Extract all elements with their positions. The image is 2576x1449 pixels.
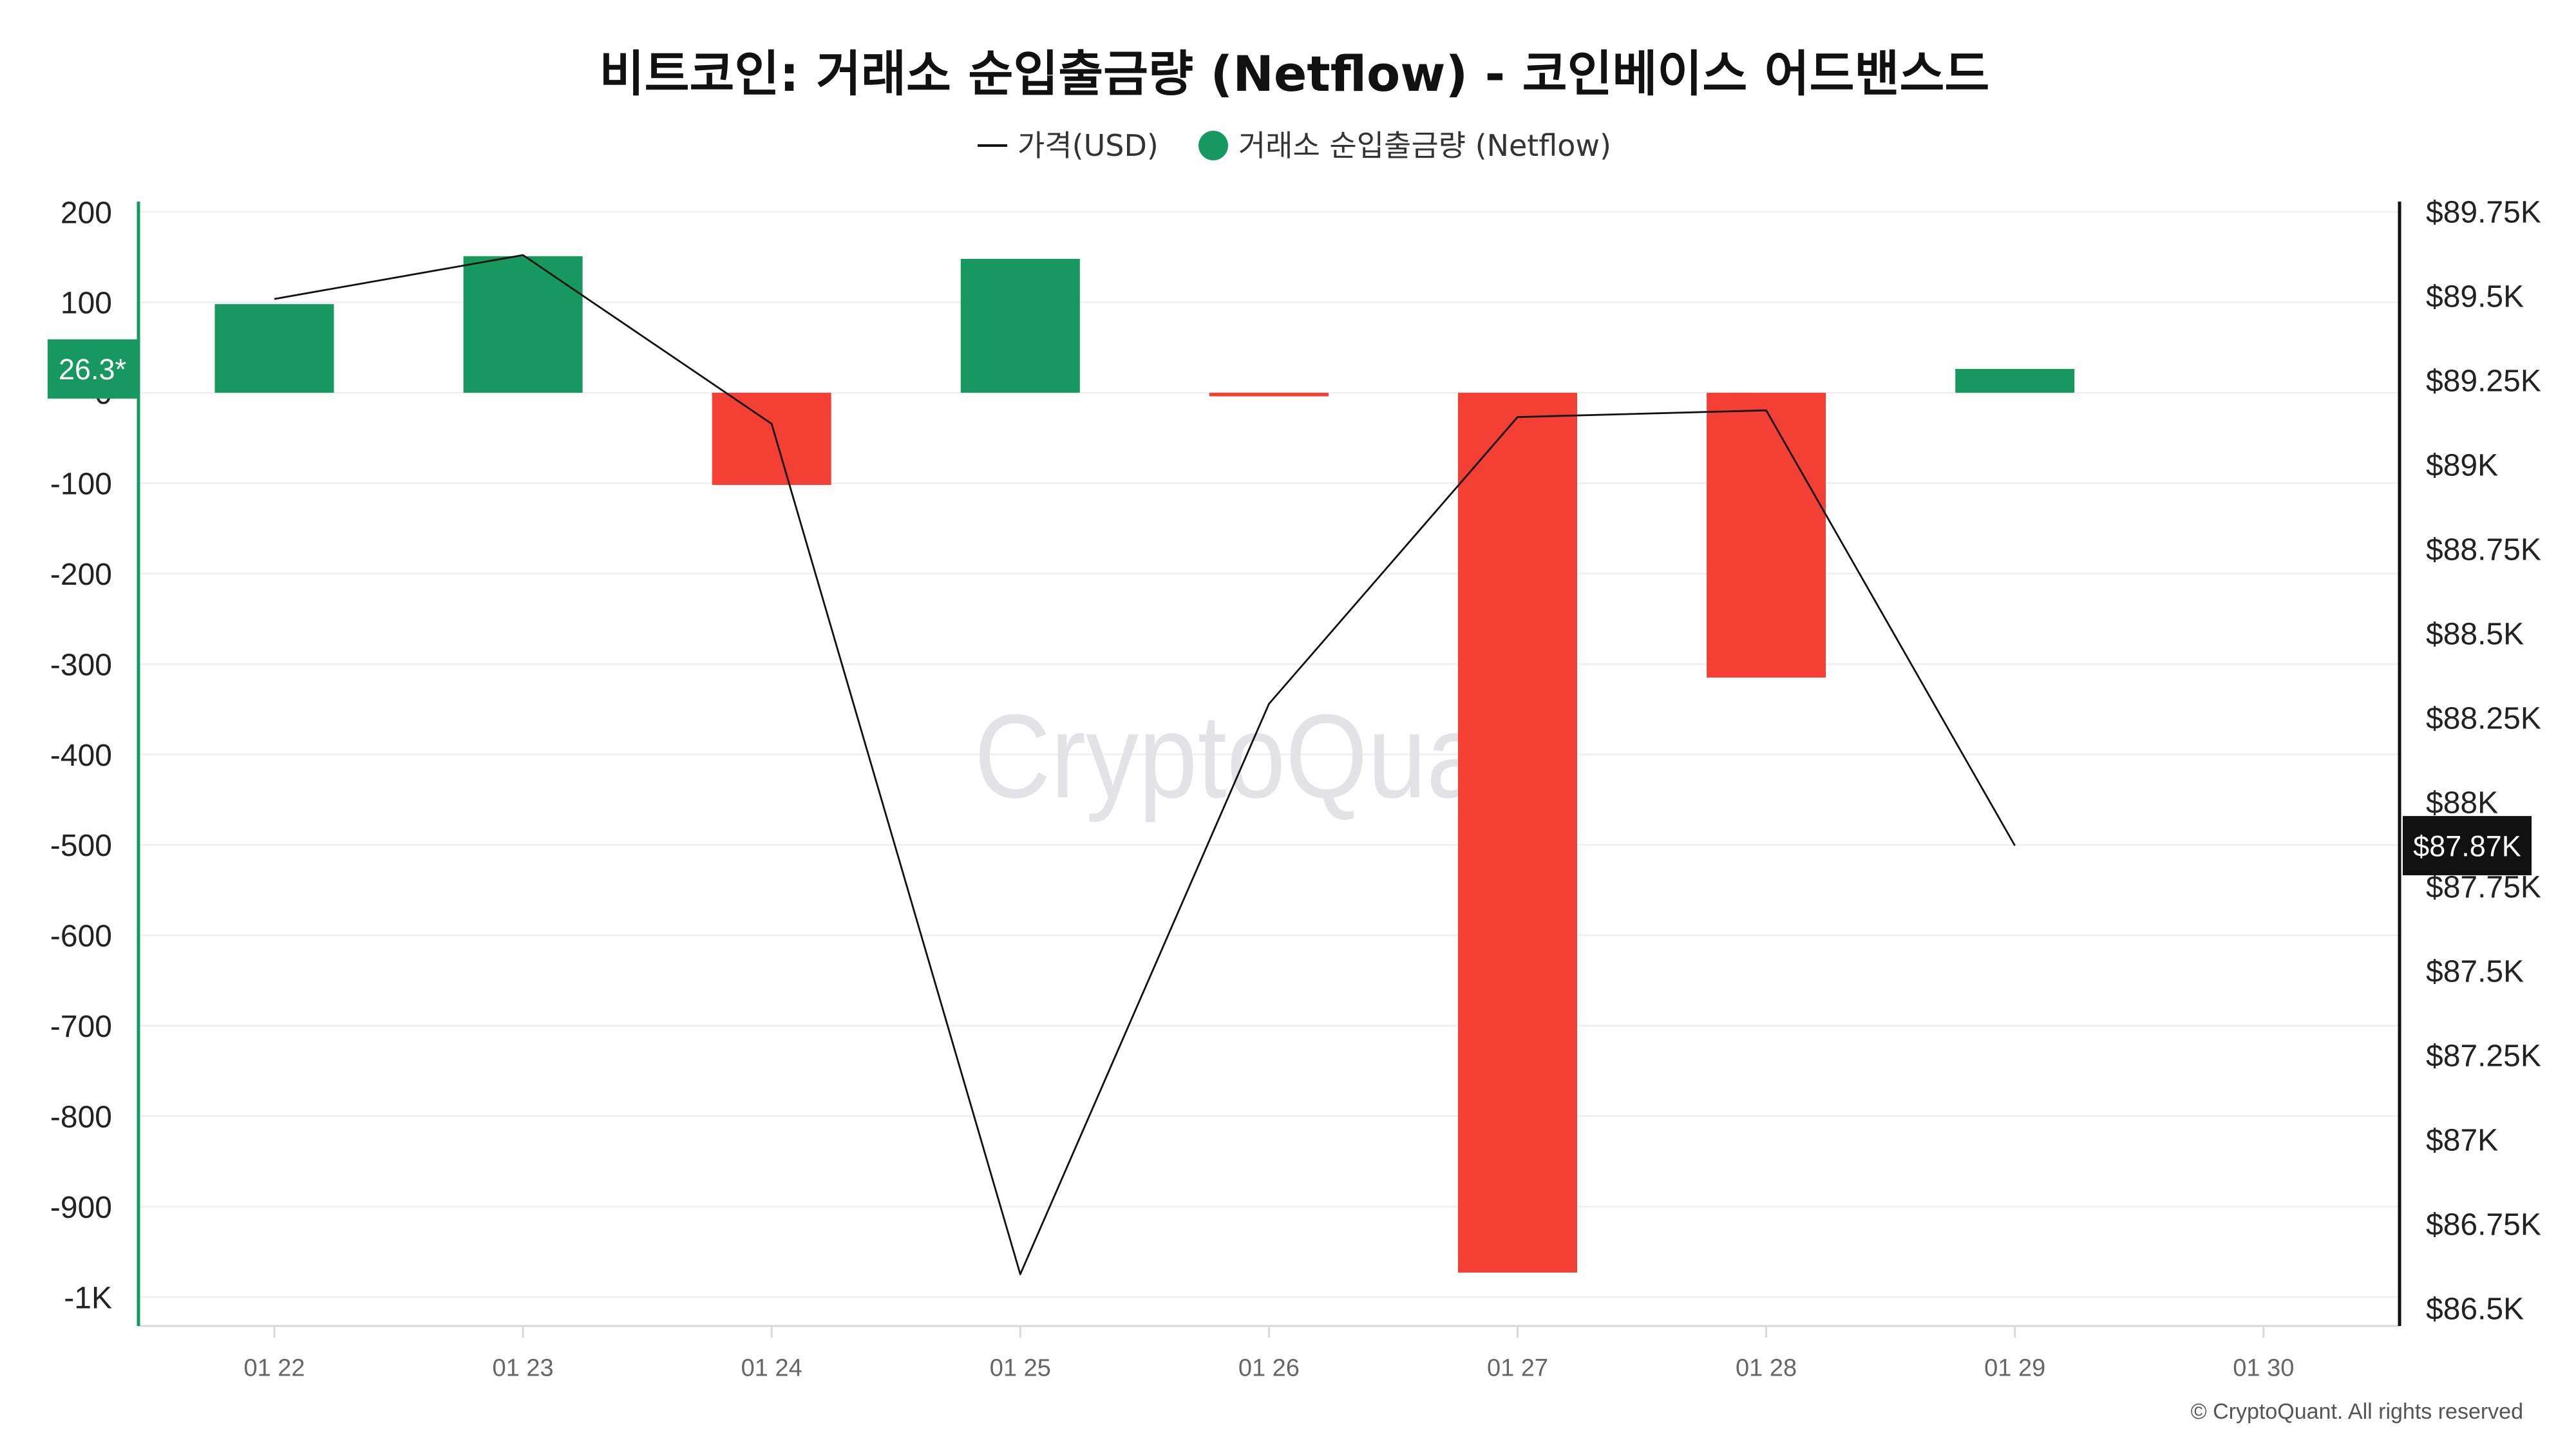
axes-layer: 2001000-100-200-300-400-500-600-700-800-…: [50, 195, 2541, 1381]
legend-item-netflow[interactable]: 거래소 순입출금량 (Netflow): [1198, 126, 1611, 165]
legend-label-price: 가격(USD): [1017, 128, 1159, 163]
netflow-bar: [1707, 392, 1826, 678]
left-axis-tick-label: 100: [61, 287, 112, 321]
price-current-value-badge: [2403, 816, 2532, 876]
netflow-current-value-label: 26.3*: [59, 353, 126, 386]
x-axis-tick-label: 01 29: [1984, 1355, 2045, 1382]
left-axis-tick-label: -700: [50, 1010, 112, 1044]
x-axis-tick-label: 01 25: [990, 1355, 1051, 1382]
left-axis-tick-label: -1K: [64, 1281, 112, 1315]
x-axis-tick-label: 01 23: [493, 1355, 554, 1382]
left-axis-tick-label: -300: [50, 648, 112, 682]
x-axis-tick-label: 01 30: [2233, 1355, 2294, 1382]
x-axis-tick-label: 01 22: [243, 1355, 305, 1382]
netflow-bar: [463, 256, 583, 393]
right-axis-tick-label: $87.75K: [2426, 870, 2541, 904]
legend: 가격(USD) 거래소 순입출금량 (Netflow): [13, 126, 2576, 165]
x-axis-tick-label: 01 28: [1736, 1355, 1797, 1382]
right-axis-tick-label: $89K: [2426, 448, 2498, 482]
netflow-bar: [1458, 392, 1577, 1273]
x-axis-tick-label: 01 24: [741, 1355, 802, 1382]
right-axis-tick-label: $89.75K: [2426, 195, 2541, 229]
left-axis-tick-label: -600: [50, 920, 112, 954]
right-axis-tick-label: $88K: [2426, 786, 2498, 820]
right-axis-tick-label: $88.25K: [2426, 701, 2541, 735]
price-current-value-label: $87.87K: [2413, 829, 2521, 862]
right-axis-tick-label: $89.25K: [2426, 364, 2541, 398]
line-swatch-icon: [977, 144, 1007, 147]
right-axis-tick-label: $87K: [2426, 1123, 2498, 1157]
netflow-bar: [712, 392, 831, 486]
x-axis-tick-label: 01 27: [1487, 1355, 1548, 1382]
legend-label-netflow: 거래소 순입출금량 (Netflow): [1238, 128, 1611, 163]
current-value-labels: 26.3* $87.87K: [48, 339, 2532, 876]
right-axis-tick-label: $87.5K: [2426, 954, 2524, 989]
netflow-current-value-badge: [48, 339, 137, 399]
legend-item-price[interactable]: 가격(USD): [977, 126, 1159, 165]
x-axis-tick-label: 01 26: [1238, 1355, 1300, 1382]
netflow-bars: [214, 256, 2075, 1273]
left-axis-tick-label: -900: [50, 1191, 112, 1225]
netflow-bar: [214, 304, 334, 393]
left-axis-tick-label: -500: [50, 829, 112, 863]
right-axis-tick-label: $86.5K: [2426, 1292, 2524, 1326]
right-axis-tick-label: $89.5K: [2426, 279, 2524, 314]
right-axis-tick-label: $86.75K: [2426, 1208, 2541, 1242]
left-axis-tick-label: -200: [50, 558, 112, 592]
right-axis-tick-label: $88.5K: [2426, 617, 2524, 651]
left-axis-tick-label: -800: [50, 1100, 112, 1134]
circle-swatch-icon: [1198, 131, 1228, 160]
copyright-notice: © CryptoQuant. All rights reserved: [2190, 1399, 2523, 1424]
left-axis-tick-label: -400: [50, 739, 112, 773]
price-line-layer: [274, 254, 2016, 1275]
chart-title: 비트코인: 거래소 순입출금량 (Netflow) - 코인베이스 어드밴스드: [599, 45, 1990, 102]
left-axis-tick-label: 200: [61, 196, 112, 230]
left-axis-tick-label: -100: [50, 468, 112, 502]
netflow-bar: [960, 259, 1080, 393]
netflow-bar: [1955, 368, 2075, 393]
price-line: [274, 254, 2016, 1275]
right-axis-tick-label: $87.25K: [2426, 1039, 2541, 1073]
netflow-bar: [1209, 392, 1329, 397]
right-axis-tick-label: $88.75K: [2426, 533, 2541, 567]
